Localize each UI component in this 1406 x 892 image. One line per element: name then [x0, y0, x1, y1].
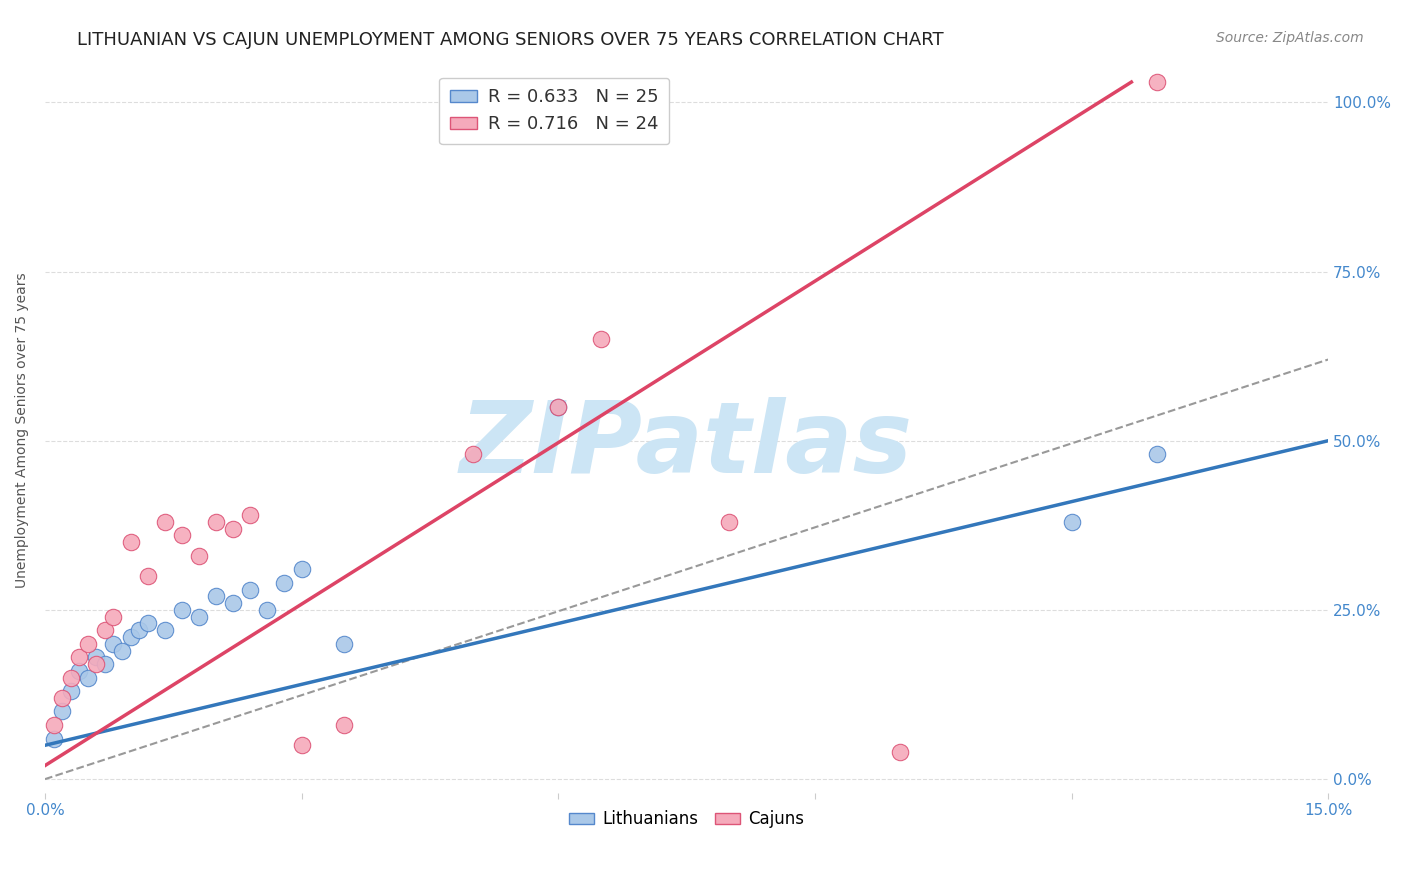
Point: [256, 603, 278, 617]
Point: [547, 400, 569, 414]
Point: [59, 684, 82, 698]
Text: Source: ZipAtlas.com: Source: ZipAtlas.com: [1216, 31, 1364, 45]
Point: [273, 575, 295, 590]
Point: [128, 624, 150, 638]
Text: ZIPatlas: ZIPatlas: [460, 397, 912, 493]
Point: [188, 609, 211, 624]
Point: [291, 562, 314, 576]
Point: [42, 718, 65, 732]
Point: [1146, 447, 1168, 461]
Point: [153, 515, 176, 529]
Point: [333, 718, 356, 732]
Point: [51, 705, 73, 719]
Y-axis label: Unemployment Among Seniors over 75 years: Unemployment Among Seniors over 75 years: [15, 273, 30, 589]
Point: [1146, 75, 1168, 89]
Point: [461, 447, 484, 461]
Point: [170, 603, 193, 617]
Point: [170, 528, 193, 542]
Point: [94, 624, 117, 638]
Point: [1060, 515, 1083, 529]
Point: [589, 332, 612, 346]
Point: [136, 569, 159, 583]
Point: [76, 637, 98, 651]
Point: [42, 731, 65, 746]
Point: [94, 657, 117, 671]
Point: [239, 508, 262, 523]
Point: [222, 522, 245, 536]
Point: [291, 739, 314, 753]
Point: [51, 690, 73, 705]
Point: [76, 671, 98, 685]
Point: [205, 515, 228, 529]
Point: [239, 582, 262, 597]
Point: [153, 624, 176, 638]
Point: [718, 515, 741, 529]
Point: [111, 643, 134, 657]
Point: [188, 549, 211, 563]
Point: [222, 596, 245, 610]
Legend: Lithuanians, Cajuns: Lithuanians, Cajuns: [562, 804, 811, 835]
Point: [103, 637, 125, 651]
Text: LITHUANIAN VS CAJUN UNEMPLOYMENT AMONG SENIORS OVER 75 YEARS CORRELATION CHART: LITHUANIAN VS CAJUN UNEMPLOYMENT AMONG S…: [77, 31, 943, 49]
Point: [59, 671, 82, 685]
Point: [103, 609, 125, 624]
Point: [889, 745, 911, 759]
Point: [547, 400, 569, 414]
Point: [67, 664, 90, 678]
Point: [120, 630, 142, 644]
Point: [84, 657, 107, 671]
Point: [136, 616, 159, 631]
Point: [333, 637, 356, 651]
Point: [205, 590, 228, 604]
Point: [84, 650, 107, 665]
Point: [67, 650, 90, 665]
Point: [120, 535, 142, 549]
